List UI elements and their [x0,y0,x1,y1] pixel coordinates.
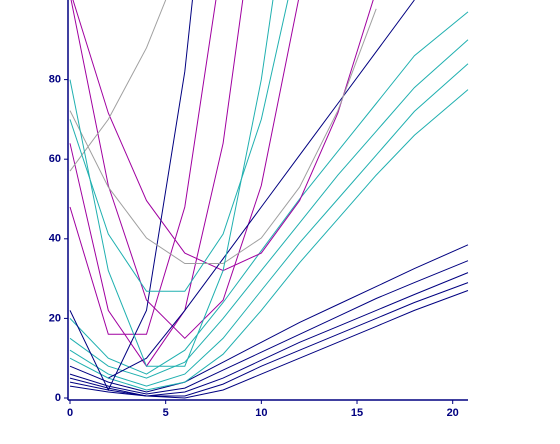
line [69,244,469,393]
line [69,290,469,399]
line [69,0,167,172]
line [69,63,469,387]
line [69,260,469,395]
x-tick-label: 20 [447,407,459,419]
line [69,39,469,379]
line [69,11,469,375]
y-tick-label: 20 [49,312,61,324]
x-tick-label: 5 [163,407,169,419]
plot-area [69,0,469,399]
line [70,0,299,340]
line [69,272,469,397]
x-tick-label: 10 [255,407,267,419]
y-tick-label: 40 [49,233,61,245]
line [69,282,469,397]
line [108,0,415,379]
line [69,0,244,368]
line [72,0,374,272]
line [69,0,274,367]
x-tick-label: 0 [67,407,73,419]
y-tick-label: 0 [55,392,61,404]
y-tick-label: 80 [49,74,61,86]
y-tick-label: 60 [49,153,61,165]
line [69,0,289,292]
line [69,8,377,264]
x-tick-label: 15 [351,407,363,419]
line [69,0,193,392]
line [69,0,217,335]
line [69,89,469,391]
